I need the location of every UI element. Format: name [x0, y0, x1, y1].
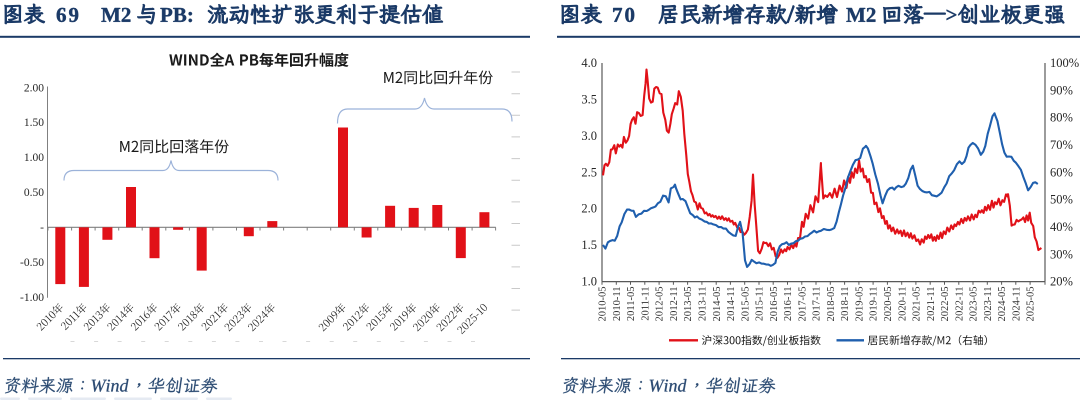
svg-text:100%: 100% — [1050, 56, 1079, 70]
svg-text:70%: 70% — [1050, 138, 1073, 152]
svg-text:3.5: 3.5 — [581, 92, 597, 106]
svg-text:2010-11: 2010-11 — [612, 287, 623, 322]
svg-text:-1.00: -1.00 — [20, 292, 44, 304]
svg-text:80%: 80% — [1050, 111, 1073, 125]
svg-text:30%: 30% — [1050, 247, 1073, 261]
svg-text:2013-11: 2013-11 — [698, 287, 709, 322]
svg-text:2023-05: 2023-05 — [969, 287, 980, 322]
svg-text:40%: 40% — [1050, 220, 1073, 234]
svg-text:2020-11: 2020-11 — [897, 287, 908, 322]
svg-text:2015-11: 2015-11 — [755, 287, 766, 322]
svg-text:2015-05: 2015-05 — [740, 287, 751, 322]
svg-text:4.0: 4.0 — [581, 56, 597, 70]
svg-text:2.00: 2.00 — [24, 82, 44, 94]
svg-text:2021-11: 2021-11 — [926, 287, 937, 322]
svg-text:90%: 90% — [1050, 83, 1073, 97]
svg-text:2017-05: 2017-05 — [797, 287, 808, 322]
svg-text:2024-05: 2024-05 — [997, 287, 1008, 322]
svg-text:2.0: 2.0 — [581, 202, 597, 216]
svg-text:2018-05: 2018-05 — [826, 287, 837, 322]
svg-text:2011-11: 2011-11 — [640, 287, 651, 321]
svg-text:2024-11: 2024-11 — [1011, 287, 1022, 322]
svg-text:2011-05: 2011-05 — [626, 287, 637, 322]
svg-text:2020-05: 2020-05 — [883, 287, 894, 322]
svg-text:2022-05: 2022-05 — [940, 287, 951, 322]
svg-text:-: - — [40, 222, 44, 234]
svg-text:2018-11: 2018-11 — [840, 287, 851, 322]
svg-text:3.0: 3.0 — [581, 129, 597, 143]
svg-text:2016-05: 2016-05 — [769, 287, 780, 322]
svg-text:0.50: 0.50 — [24, 187, 44, 199]
svg-text:2013-05: 2013-05 — [683, 287, 694, 322]
svg-text:1.00: 1.00 — [24, 152, 44, 164]
svg-text:2025-05: 2025-05 — [1026, 287, 1037, 322]
svg-text:2010-05: 2010-05 — [598, 287, 609, 322]
svg-text:1.50: 1.50 — [24, 117, 44, 129]
svg-text:2016-11: 2016-11 — [783, 287, 794, 322]
svg-text:2023-11: 2023-11 — [983, 287, 994, 322]
svg-text:2.5: 2.5 — [581, 165, 597, 179]
svg-text:2017-11: 2017-11 — [812, 287, 823, 322]
svg-text:2022-11: 2022-11 — [954, 287, 965, 322]
svg-text:1.5: 1.5 — [581, 238, 597, 252]
svg-text:2014-05: 2014-05 — [712, 287, 723, 322]
svg-text:50%: 50% — [1050, 193, 1073, 207]
svg-text:20%: 20% — [1050, 275, 1073, 289]
svg-text:2012-11: 2012-11 — [669, 287, 680, 322]
svg-text:2019-05: 2019-05 — [855, 287, 866, 322]
svg-text:2021-05: 2021-05 — [912, 287, 923, 322]
svg-text:1.0: 1.0 — [581, 275, 597, 289]
svg-text:-0.50: -0.50 — [20, 257, 44, 269]
svg-text:60%: 60% — [1050, 165, 1073, 179]
svg-text:2014-11: 2014-11 — [726, 287, 737, 322]
svg-text:2019-11: 2019-11 — [869, 287, 880, 322]
svg-text:2012-05: 2012-05 — [655, 287, 666, 322]
